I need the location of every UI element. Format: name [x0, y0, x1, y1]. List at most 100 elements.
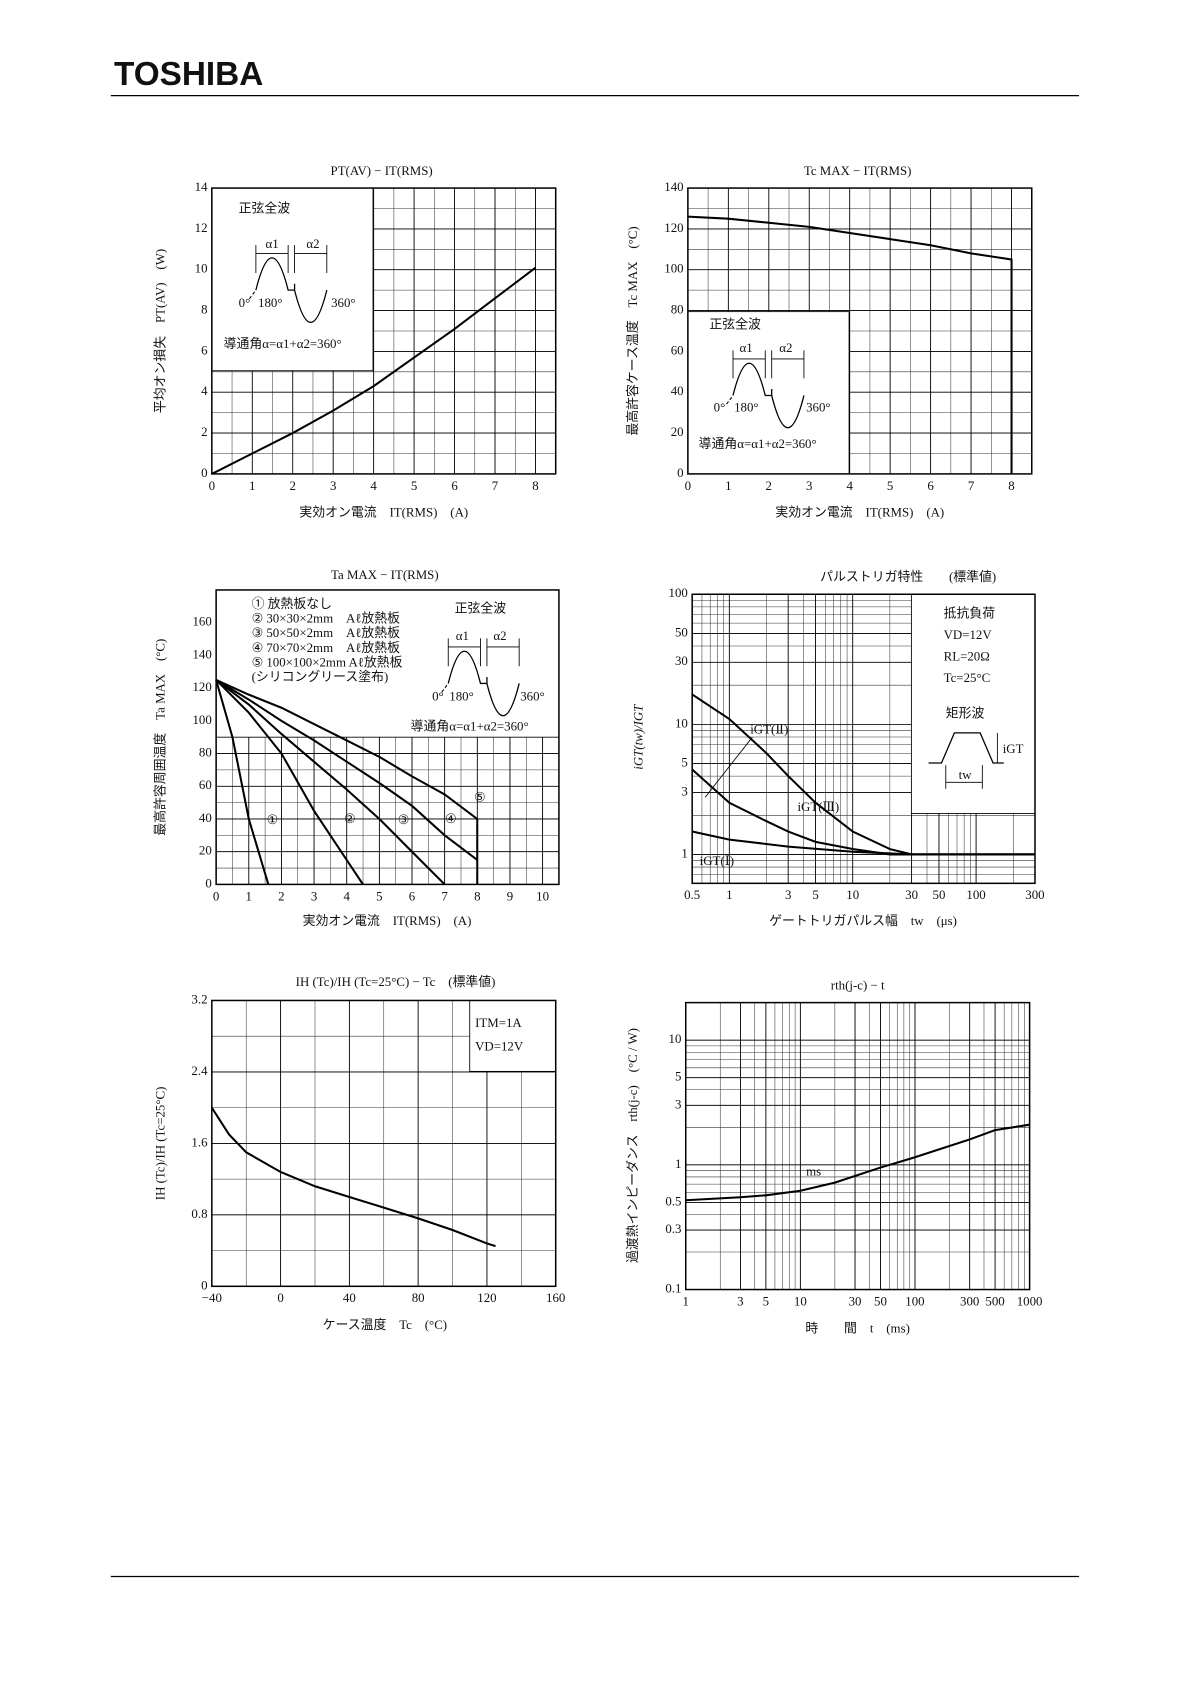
- alpha-arrow: [447, 638, 481, 667]
- y-tick-label: 1.6: [191, 1135, 208, 1149]
- curve: [687, 215, 1013, 474]
- x-tick-label: 0.5: [684, 888, 700, 902]
- y-tick-label: 80: [199, 745, 212, 759]
- curve-label: iGT(Ⅲ): [797, 800, 839, 814]
- y-tick-label: 60: [671, 343, 684, 357]
- annotation: 360°: [331, 296, 355, 310]
- x-tick-label: 0: [277, 1291, 283, 1305]
- x-tick-label: 4: [343, 889, 350, 903]
- x-tick-label: 3: [737, 1294, 743, 1308]
- chart-title: Tc MAX − IT(RMS): [804, 164, 912, 178]
- x-tick-label: 0: [213, 889, 219, 903]
- annotation: 0°: [714, 400, 726, 414]
- x-tick-label: 6: [927, 479, 934, 493]
- annotation: 360°: [520, 689, 544, 703]
- curve: [685, 1123, 1030, 1202]
- x-tick-label: 6: [409, 889, 416, 903]
- inset-box: [215, 589, 560, 738]
- x-tick-label: 300: [960, 1294, 979, 1308]
- legend-entry: ① 放熱板なし: [252, 597, 332, 611]
- curve: [215, 679, 478, 861]
- x-tick-label: 80: [412, 1291, 425, 1305]
- curve: [215, 678, 479, 885]
- x-tick-label: 500: [985, 1294, 1004, 1308]
- alpha-arrow: [771, 350, 805, 379]
- curve-label: iGT(Ⅰ): [700, 854, 734, 868]
- y-tick-label: 20: [199, 844, 212, 858]
- y-tick-label: 5: [681, 755, 687, 769]
- y-tick-label: 100: [669, 586, 688, 600]
- y-axis-label: 最高許容周囲温度 Ta MAX (°C): [152, 639, 167, 836]
- annotation: 矩形波: [946, 707, 985, 721]
- y-tick-label: 40: [199, 811, 212, 825]
- x-tick-label: 5: [812, 888, 818, 902]
- y-tick-label: 50: [675, 625, 688, 639]
- y-axis-label: iGT(tw)/IGT: [631, 704, 645, 770]
- x-tick-label: 6: [451, 479, 458, 493]
- y-tick-label: 120: [664, 221, 683, 235]
- x-tick-label: 120: [477, 1291, 496, 1305]
- y-axis-label: 最高許容ケース温度 Tc MAX (°C): [625, 226, 640, 435]
- annotation: ITM=1A: [475, 1016, 522, 1030]
- y-tick-label: 0: [201, 1278, 207, 1292]
- annotation: 360°: [806, 400, 830, 414]
- y-tick-label: 3: [675, 1097, 681, 1111]
- x-tick-label: −40: [202, 1291, 222, 1305]
- curve: [691, 830, 1035, 856]
- curve-label: ①: [267, 813, 279, 827]
- annotation: 導通角α=α1+α2=360°: [224, 337, 342, 351]
- x-tick-label: 7: [968, 479, 975, 493]
- legend-entry: ② 30×30×2mm Aℓ放熱板: [252, 612, 401, 626]
- annotation: Tc=25°C: [944, 671, 991, 685]
- y-tick-label: 2: [201, 425, 207, 439]
- x-tick-label: 2: [766, 479, 772, 493]
- y-tick-label: 6: [201, 343, 208, 357]
- x-tick-label: 1000: [1017, 1294, 1043, 1308]
- y-tick-label: 3: [681, 784, 687, 798]
- x-tick-label: 30: [849, 1294, 862, 1308]
- y-tick-label: 1: [675, 1157, 681, 1171]
- x-tick-label: 3: [311, 889, 317, 903]
- plot-frame: [687, 187, 1033, 475]
- x-tick-label: 5: [887, 479, 893, 493]
- x-tick-label: 8: [532, 479, 538, 493]
- y-tick-label: 120: [193, 680, 212, 694]
- x-tick-label: 4: [846, 479, 853, 493]
- curve: [210, 1107, 496, 1248]
- y-tick-label: 0: [677, 466, 683, 480]
- x-tick-label: 5: [376, 889, 382, 903]
- x-tick-label: 100: [905, 1294, 924, 1308]
- alpha-arrow: [486, 638, 520, 667]
- plot-frame: [684, 1001, 1031, 1291]
- annotation: 180°: [258, 296, 282, 310]
- waveform: [447, 650, 520, 717]
- x-tick-label: 1: [683, 1294, 689, 1308]
- x-tick-label: 5: [763, 1294, 769, 1308]
- y-tick-label: 5: [675, 1070, 681, 1084]
- x-tick-label: 4: [370, 479, 377, 493]
- annotation: 正弦全波: [455, 600, 507, 615]
- y-tick-label: 140: [193, 647, 212, 661]
- y-tick-label: 100: [664, 262, 683, 276]
- y-tick-label: 0: [201, 466, 207, 480]
- waveform: [255, 257, 328, 324]
- plot-frame: [211, 999, 557, 1288]
- y-tick-label: 80: [671, 303, 684, 317]
- annotation: α2: [306, 237, 319, 251]
- alpha-arrow: [294, 245, 328, 273]
- x-tick-label: 10: [536, 889, 549, 903]
- curve-label: ⑤: [474, 790, 486, 804]
- x-tick-label: 50: [933, 888, 946, 902]
- brand: TOSHIBA: [114, 56, 263, 93]
- alpha-arrow: [732, 350, 766, 379]
- curve: [215, 679, 364, 885]
- x-tick-label: 3: [330, 479, 336, 493]
- waveform-dash: [726, 395, 734, 405]
- chart-title: PT(AV) − IT(RMS): [331, 164, 433, 178]
- annotation: 導通角α=α1+α2=360°: [699, 437, 817, 451]
- plot-frame: [211, 187, 557, 475]
- curve: [215, 679, 446, 886]
- annotation: VD=12V: [944, 628, 993, 642]
- x-tick-label: 2: [278, 889, 284, 903]
